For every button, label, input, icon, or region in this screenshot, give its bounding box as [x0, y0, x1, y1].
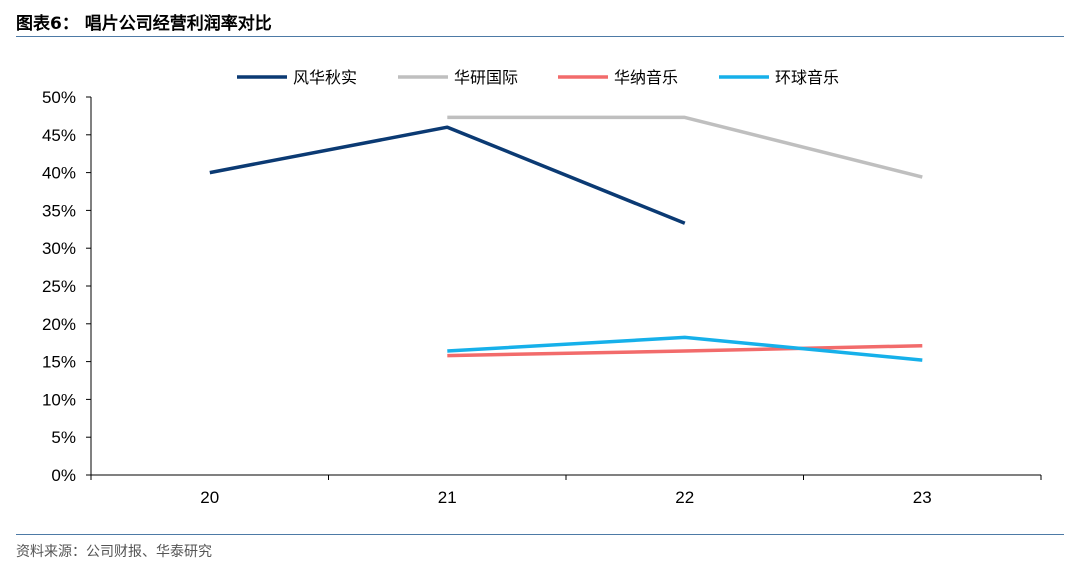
y-tick-label: 5% [51, 428, 76, 447]
x-tick-label: 23 [913, 488, 932, 507]
legend-label-1: 华研国际 [454, 68, 518, 87]
series-line-3 [447, 335, 923, 362]
y-tick-label: 40% [42, 164, 76, 183]
y-tick-label: 15% [42, 353, 76, 372]
y-tick-label: 10% [42, 390, 76, 409]
legend-label-2: 华纳音乐 [614, 68, 678, 87]
y-tick-label: 35% [42, 201, 76, 220]
y-tick-label: 20% [42, 315, 76, 334]
figure-title: 图表6： 唱片公司经营利润率对比 [16, 14, 272, 34]
chart-legend: 风华秋实 华研国际 华纳音乐 环球音乐 [237, 68, 839, 87]
y-tick-label: 25% [42, 277, 76, 296]
y-tick-label: 45% [42, 126, 76, 145]
x-tick-label: 21 [438, 488, 457, 507]
series-line-0 [209, 125, 686, 225]
title-divider [16, 36, 1064, 37]
y-tick-label: 0% [51, 466, 76, 485]
footer-divider [16, 534, 1064, 535]
chart-series [209, 115, 923, 362]
y-tick-label: 50% [42, 88, 76, 107]
legend-label-3: 环球音乐 [775, 68, 839, 87]
y-tick-label: 30% [42, 239, 76, 258]
chart-axes: 0% 5% 10% 15% 20% 25% 30% 35% 40% 45% 50% 20 21 22 23 [42, 88, 1042, 507]
legend-label-0: 风华秋实 [293, 68, 357, 87]
source-note: 资料来源：公司财报、华泰研究 [16, 544, 212, 560]
series-line-1 [447, 115, 923, 179]
x-tick-label: 22 [675, 488, 694, 507]
series-line-2 [447, 343, 923, 358]
x-tick-label: 20 [200, 488, 219, 507]
